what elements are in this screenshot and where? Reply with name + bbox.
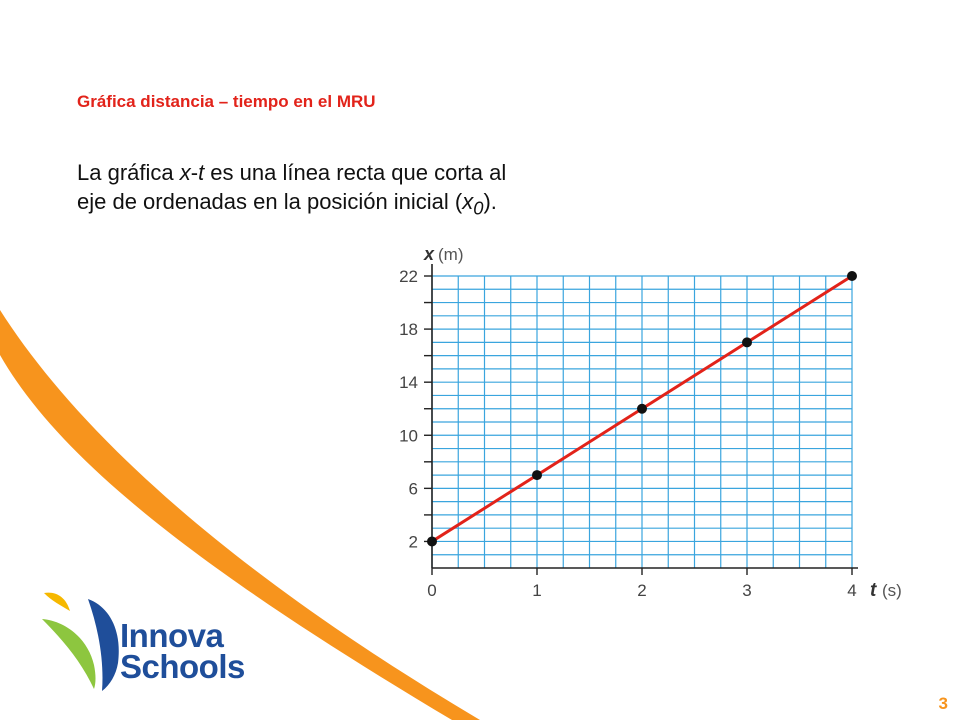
y-tick-label: 18 xyxy=(399,320,418,339)
data-point xyxy=(637,403,647,414)
logo-green-leaf xyxy=(42,619,96,689)
y-axis-unit: (m) xyxy=(438,245,463,264)
x-tick-label: 0 xyxy=(427,581,436,600)
x-tick-label: 4 xyxy=(847,581,856,600)
body-subscript-zero: 0 xyxy=(473,197,484,219)
body-var-t: t xyxy=(198,160,205,185)
y-tick-label: 22 xyxy=(399,267,418,286)
body-dash: - xyxy=(190,160,199,185)
x-tick-label: 3 xyxy=(742,581,751,600)
body-text-part1: La gráfica xyxy=(77,160,180,185)
body-var-x0: x xyxy=(462,189,474,214)
slide-title: Gráfica distancia – tiempo en el MRU xyxy=(77,92,376,111)
y-tick-label: 6 xyxy=(409,479,418,498)
body-text-end: ). xyxy=(483,189,497,214)
y-tick-label: 2 xyxy=(409,532,418,551)
y-axis-variable: x xyxy=(423,244,435,264)
x-axis-variable: t xyxy=(870,580,877,601)
y-tick-label: 14 xyxy=(399,373,418,392)
x-tick-label: 1 xyxy=(532,581,541,600)
data-point xyxy=(532,470,542,481)
logo-text-schools: Schools xyxy=(120,648,245,685)
page-number: 3 xyxy=(938,694,948,713)
logo-yellow-leaf xyxy=(44,592,70,611)
logo-blue-leaf xyxy=(88,599,119,691)
data-point xyxy=(847,271,857,281)
body-var-x: x xyxy=(179,160,191,185)
innova-schools-logo xyxy=(42,592,119,691)
y-tick-label: 10 xyxy=(399,426,418,445)
slide-body-text: La gráfica x-t es una línea recta que co… xyxy=(77,158,517,222)
data-point xyxy=(742,337,752,348)
body-text-part2: es una línea recta que corta al eje de o… xyxy=(77,160,507,214)
x-axis-unit: (s) xyxy=(882,581,902,600)
position-time-chart: 0 1 2 3 4 2 6 10 14 18 22 x (m) t (s) xyxy=(399,244,902,601)
data-point xyxy=(427,536,437,547)
logo-text-innova: Innova xyxy=(120,617,224,654)
x-tick-label: 2 xyxy=(637,581,646,600)
